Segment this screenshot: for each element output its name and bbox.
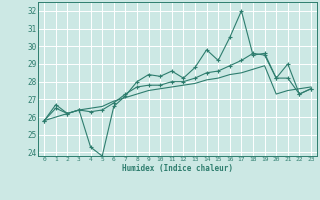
X-axis label: Humidex (Indice chaleur): Humidex (Indice chaleur) — [122, 164, 233, 173]
